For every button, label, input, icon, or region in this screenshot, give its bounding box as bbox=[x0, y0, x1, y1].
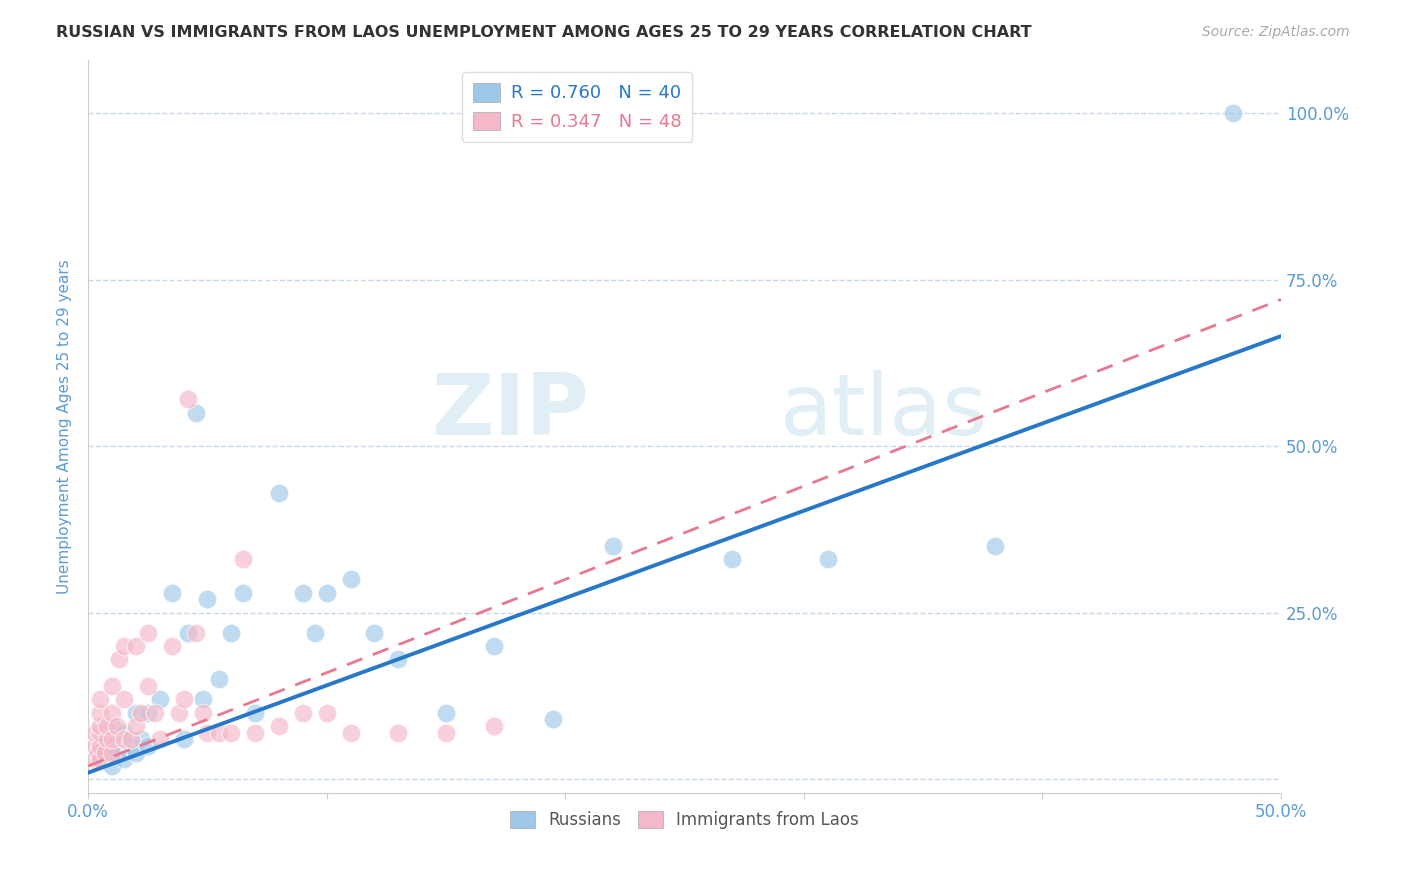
Point bbox=[315, 585, 337, 599]
Legend: Russians, Immigrants from Laos: Russians, Immigrants from Laos bbox=[503, 804, 866, 836]
Point bbox=[129, 706, 152, 720]
Point bbox=[89, 752, 111, 766]
Point bbox=[112, 639, 135, 653]
Point bbox=[191, 706, 214, 720]
Point bbox=[143, 706, 166, 720]
Point bbox=[482, 719, 505, 733]
Point bbox=[197, 592, 219, 607]
Point bbox=[84, 725, 107, 739]
Point bbox=[112, 725, 135, 739]
Point bbox=[89, 725, 111, 739]
Text: atlas: atlas bbox=[780, 370, 988, 453]
Point bbox=[983, 539, 1005, 553]
Point bbox=[160, 639, 183, 653]
Point bbox=[197, 725, 219, 739]
Point bbox=[339, 725, 361, 739]
Point bbox=[96, 732, 118, 747]
Point bbox=[89, 739, 111, 753]
Y-axis label: Unemployment Among Ages 25 to 29 years: Unemployment Among Ages 25 to 29 years bbox=[58, 259, 72, 593]
Point bbox=[120, 739, 142, 753]
Point bbox=[173, 692, 195, 706]
Point bbox=[482, 639, 505, 653]
Point bbox=[101, 679, 124, 693]
Text: RUSSIAN VS IMMIGRANTS FROM LAOS UNEMPLOYMENT AMONG AGES 25 TO 29 YEARS CORRELATI: RUSSIAN VS IMMIGRANTS FROM LAOS UNEMPLOY… bbox=[56, 25, 1032, 40]
Point bbox=[543, 712, 565, 726]
Point bbox=[101, 746, 124, 760]
Point bbox=[1222, 106, 1244, 120]
Point bbox=[267, 485, 290, 500]
Point bbox=[125, 746, 148, 760]
Point bbox=[291, 706, 314, 720]
Point bbox=[434, 725, 457, 739]
Point bbox=[136, 625, 159, 640]
Point bbox=[387, 725, 409, 739]
Point bbox=[96, 746, 118, 760]
Point bbox=[221, 625, 243, 640]
Point bbox=[208, 725, 231, 739]
Point bbox=[232, 585, 254, 599]
Point bbox=[112, 692, 135, 706]
Point bbox=[191, 692, 214, 706]
Point bbox=[120, 732, 142, 747]
Point bbox=[184, 406, 207, 420]
Point bbox=[105, 719, 128, 733]
Point bbox=[125, 706, 148, 720]
Point bbox=[149, 692, 172, 706]
Point bbox=[721, 552, 744, 566]
Point bbox=[315, 706, 337, 720]
Point bbox=[101, 732, 124, 747]
Point bbox=[84, 739, 107, 753]
Point bbox=[125, 719, 148, 733]
Point bbox=[108, 652, 131, 666]
Point bbox=[387, 652, 409, 666]
Point bbox=[125, 639, 148, 653]
Point bbox=[817, 552, 839, 566]
Point bbox=[177, 392, 200, 407]
Point bbox=[167, 706, 190, 720]
Point bbox=[221, 725, 243, 739]
Point bbox=[101, 739, 124, 753]
Point bbox=[243, 706, 266, 720]
Point bbox=[160, 585, 183, 599]
Point bbox=[232, 552, 254, 566]
Point bbox=[89, 692, 111, 706]
Point bbox=[129, 732, 152, 747]
Point bbox=[304, 625, 326, 640]
Point bbox=[112, 752, 135, 766]
Point bbox=[94, 746, 117, 760]
Point bbox=[112, 732, 135, 747]
Point bbox=[363, 625, 385, 640]
Point bbox=[89, 706, 111, 720]
Point bbox=[434, 706, 457, 720]
Point bbox=[101, 719, 124, 733]
Text: ZIP: ZIP bbox=[432, 370, 589, 453]
Point bbox=[602, 539, 624, 553]
Point bbox=[243, 725, 266, 739]
Text: Source: ZipAtlas.com: Source: ZipAtlas.com bbox=[1202, 25, 1350, 39]
Point bbox=[208, 673, 231, 687]
Point bbox=[136, 739, 159, 753]
Point bbox=[339, 573, 361, 587]
Point bbox=[105, 746, 128, 760]
Point bbox=[86, 746, 108, 760]
Point bbox=[96, 719, 118, 733]
Point bbox=[267, 719, 290, 733]
Point bbox=[184, 625, 207, 640]
Point bbox=[136, 679, 159, 693]
Point bbox=[89, 752, 111, 766]
Point bbox=[173, 732, 195, 747]
Point bbox=[89, 719, 111, 733]
Point bbox=[291, 585, 314, 599]
Point bbox=[101, 706, 124, 720]
Point bbox=[149, 732, 172, 747]
Point bbox=[136, 706, 159, 720]
Point bbox=[101, 759, 124, 773]
Point bbox=[84, 752, 107, 766]
Point bbox=[177, 625, 200, 640]
